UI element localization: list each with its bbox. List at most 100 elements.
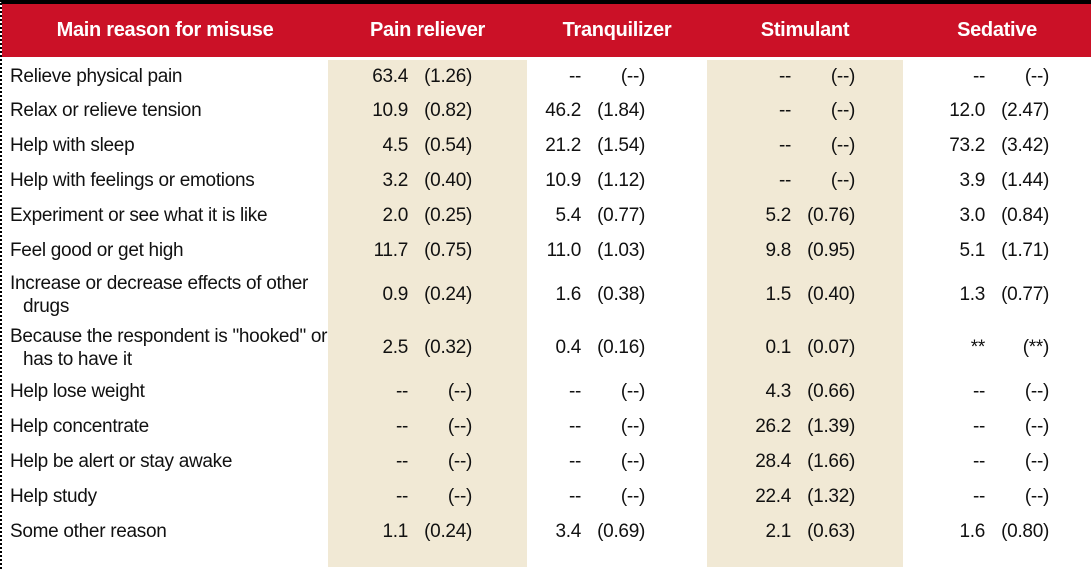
- standard-error-value: (0.25): [424, 205, 472, 226]
- standard-error-value: (0.76): [807, 205, 855, 226]
- column-header-stimulant: Stimulant: [707, 4, 903, 60]
- row-label: Help with feelings or emotions: [10, 170, 255, 192]
- cell-tranquilizer: 21.2 (1.54): [527, 129, 707, 164]
- cell-pain-reliever: -- (--): [328, 444, 527, 480]
- header-row: Main reason for misuse Pain reliever Tra…: [2, 4, 1091, 60]
- cell-stimulant: -- (--): [707, 58, 903, 94]
- standard-error-value: (--): [620, 451, 645, 472]
- estimate-value: 63.4: [372, 65, 408, 87]
- estimate-value: 3.2: [382, 170, 408, 191]
- spacer-cell-pain-reliever: [328, 549, 527, 567]
- estimate-value: --: [972, 381, 985, 402]
- cell-sedative: ** (**): [903, 322, 1091, 375]
- standard-error-value: (2.47): [1001, 100, 1049, 121]
- row-label: Relieve physical pain: [10, 66, 183, 88]
- estimate-value: 5.2: [765, 205, 791, 226]
- standard-error-value: (0.95): [807, 240, 855, 261]
- estimate-value: 12.0: [949, 100, 985, 121]
- standard-error-value: (0.80): [1001, 521, 1049, 542]
- standard-error-value: (1.54): [597, 135, 645, 156]
- cell-pain-reliever: -- (--): [328, 374, 527, 410]
- cell-pain-reliever: -- (--): [328, 409, 527, 445]
- standard-error-value: (--): [1024, 381, 1049, 402]
- estimate-value: **: [970, 337, 986, 358]
- cell-sedative: -- (--): [903, 375, 1091, 410]
- standard-error-value: (0.69): [597, 521, 645, 542]
- table-row: Help concentrate -- (--) -- (--) 26.2 (1.39) --…: [2, 409, 1091, 445]
- estimate-value: --: [778, 135, 791, 156]
- cell-stimulant: 26.2 (1.39): [707, 409, 903, 445]
- standard-error-value: (0.75): [424, 240, 472, 261]
- cell-stimulant: 22.4 (1.32): [707, 479, 903, 515]
- standard-error-value: (--): [830, 65, 855, 87]
- cell-tranquilizer: 11.0 (1.03): [527, 234, 707, 269]
- cell-stimulant: 28.4 (1.66): [707, 444, 903, 480]
- standard-error-value: (1.03): [597, 240, 645, 261]
- cell-sedative: 3.0 (0.84): [903, 199, 1091, 234]
- row-label: Help lose weight: [10, 381, 145, 403]
- standard-error-value: (0.16): [597, 337, 645, 358]
- column-header-pain-reliever: Pain reliever: [328, 4, 527, 60]
- cell-pain-reliever: 4.5 (0.54): [328, 128, 527, 164]
- estimate-value: --: [395, 416, 408, 437]
- estimate-value: 1.1: [382, 521, 408, 542]
- estimate-value: --: [395, 486, 408, 507]
- spacer-cell-sedative: [903, 550, 1091, 567]
- standard-error-value: (0.77): [597, 205, 645, 226]
- estimate-value: --: [972, 416, 985, 437]
- estimate-value: 2.1: [765, 521, 791, 542]
- standard-error-value: (1.66): [807, 451, 855, 472]
- estimate-value: 1.6: [959, 521, 985, 542]
- cell-pain-reliever: 11.7 (0.75): [328, 233, 527, 269]
- estimate-value: --: [568, 65, 581, 87]
- estimate-value: 10.9: [545, 170, 581, 191]
- cell-stimulant: 5.2 (0.76): [707, 198, 903, 234]
- estimate-value: 26.2: [755, 416, 791, 437]
- cell-tranquilizer: 1.6 (0.38): [527, 269, 707, 322]
- estimate-value: 10.9: [372, 100, 408, 121]
- column-header-sedative: Sedative: [903, 4, 1091, 60]
- cell-stimulant: 1.5 (0.40): [707, 268, 903, 322]
- estimate-value: 2.5: [382, 337, 408, 358]
- standard-error-value: (1.44): [1001, 170, 1049, 191]
- estimate-value: --: [972, 486, 985, 507]
- standard-error-value: (--): [1024, 451, 1049, 472]
- standard-error-value: (1.32): [807, 486, 855, 507]
- misuse-reasons-table: Main reason for misuse Pain reliever Tra…: [2, 4, 1091, 567]
- table-row: Help with feelings or emotions 3.2 (0.40) 1…: [2, 163, 1091, 199]
- cell-pain-reliever: 0.9 (0.24): [328, 268, 527, 322]
- estimate-value: --: [568, 451, 581, 472]
- estimate-value: 1.3: [959, 284, 985, 305]
- column-header-tranquilizer: Tranquilizer: [527, 4, 707, 60]
- cell-sedative: -- (--): [903, 445, 1091, 480]
- estimate-value: --: [972, 65, 985, 87]
- band-spacer-row: [2, 549, 1091, 567]
- cell-tranquilizer: 0.4 (0.16): [527, 322, 707, 375]
- table-body: Relieve physical pain 63.4 (1.26) -- (--) -- (…: [2, 58, 1091, 567]
- standard-error-value: (--): [620, 381, 645, 402]
- row-label: Help with sleep: [10, 135, 135, 157]
- estimate-value: --: [778, 170, 791, 191]
- standard-error-value: (0.40): [807, 284, 855, 305]
- estimate-value: --: [568, 416, 581, 437]
- cell-sedative: 1.3 (0.77): [903, 269, 1091, 322]
- estimate-value: --: [778, 65, 791, 87]
- standard-error-value: (1.26): [424, 65, 472, 87]
- cell-stimulant: 9.8 (0.95): [707, 233, 903, 269]
- estimate-value: 21.2: [545, 135, 581, 156]
- standard-error-value: (0.54): [424, 135, 472, 156]
- estimate-value: 1.6: [555, 284, 581, 305]
- cell-pain-reliever: 1.1 (0.24): [328, 514, 527, 550]
- estimate-value: 5.1: [959, 240, 985, 261]
- estimate-value: 11.7: [373, 240, 409, 261]
- standard-error-value: (0.77): [1001, 284, 1049, 305]
- cell-stimulant: 2.1 (0.63): [707, 514, 903, 550]
- standard-error-value: (1.39): [807, 416, 855, 437]
- standard-error-value: (--): [620, 65, 645, 87]
- spacer-cell-stimulant: [707, 549, 903, 567]
- table-row: Feel good or get high 11.7 (0.75) 11.0 (1.03…: [2, 233, 1091, 269]
- standard-error-value: (0.66): [807, 381, 855, 402]
- estimate-value: 3.9: [959, 170, 985, 191]
- standard-error-value: (--): [447, 381, 472, 402]
